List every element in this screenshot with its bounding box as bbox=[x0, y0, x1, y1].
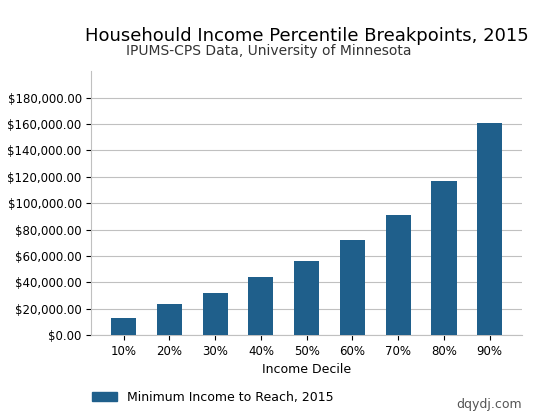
Text: dqydj.com: dqydj.com bbox=[456, 398, 522, 411]
Bar bbox=[340, 240, 365, 335]
Text: IPUMS-CPS Data, University of Minnesota: IPUMS-CPS Data, University of Minnesota bbox=[126, 44, 412, 58]
Bar bbox=[249, 277, 273, 335]
Bar bbox=[157, 303, 182, 335]
Y-axis label: Minimum Income to Reach: Minimum Income to Reach bbox=[0, 120, 2, 287]
Bar bbox=[386, 215, 411, 335]
Legend: Minimum Income to Reach, 2015: Minimum Income to Reach, 2015 bbox=[87, 385, 338, 409]
Bar bbox=[294, 261, 319, 335]
Bar bbox=[111, 318, 136, 335]
Bar bbox=[477, 123, 502, 335]
Title: Househould Income Percentile Breakpoints, 2015: Househould Income Percentile Breakpoints… bbox=[85, 27, 528, 45]
Bar bbox=[431, 181, 457, 335]
Bar bbox=[202, 293, 228, 335]
X-axis label: Income Decile: Income Decile bbox=[262, 363, 351, 377]
